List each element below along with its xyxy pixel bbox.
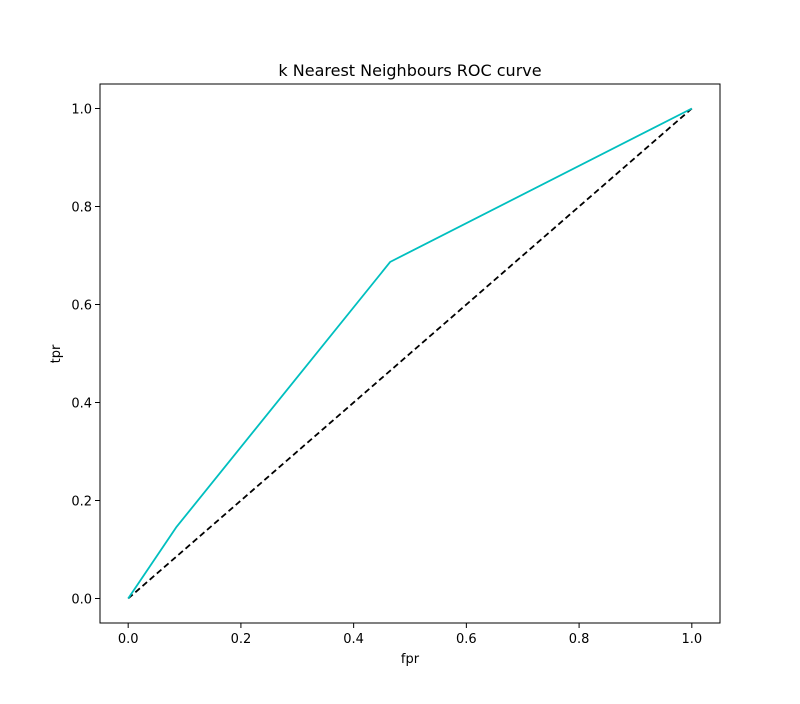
x-tick-label: 1.0 <box>681 632 702 647</box>
y-tick-label: 1.0 <box>71 103 92 118</box>
x-tick-label: 0.0 <box>118 632 139 647</box>
plot-frame <box>99 83 721 624</box>
x-tick-label: 0.2 <box>231 632 252 647</box>
y-axis-label: tpr <box>49 344 64 363</box>
y-tick-label: 0.4 <box>71 397 92 412</box>
y-tick-label: 0.2 <box>71 495 92 510</box>
x-tick-label: 0.8 <box>569 632 590 647</box>
x-tick-label: 0.4 <box>343 632 364 647</box>
plot-area <box>127 107 693 600</box>
axis-ticks: 0.0 0.2 0.4 0.6 0.8 1.0 0.0 0.2 0.4 0.6 0.8 1.0 <box>71 103 702 648</box>
y-tick-label: 0.6 <box>71 299 92 314</box>
y-tick-label: 0.0 <box>71 593 92 608</box>
chance-diagonal-line <box>127 107 693 600</box>
x-axis-label: fpr <box>401 652 420 667</box>
chart-title: k Nearest Neighbours ROC curve <box>278 61 541 80</box>
roc-curve-line <box>127 107 693 600</box>
y-tick-label: 0.8 <box>71 201 92 216</box>
x-tick-label: 0.6 <box>456 632 477 647</box>
